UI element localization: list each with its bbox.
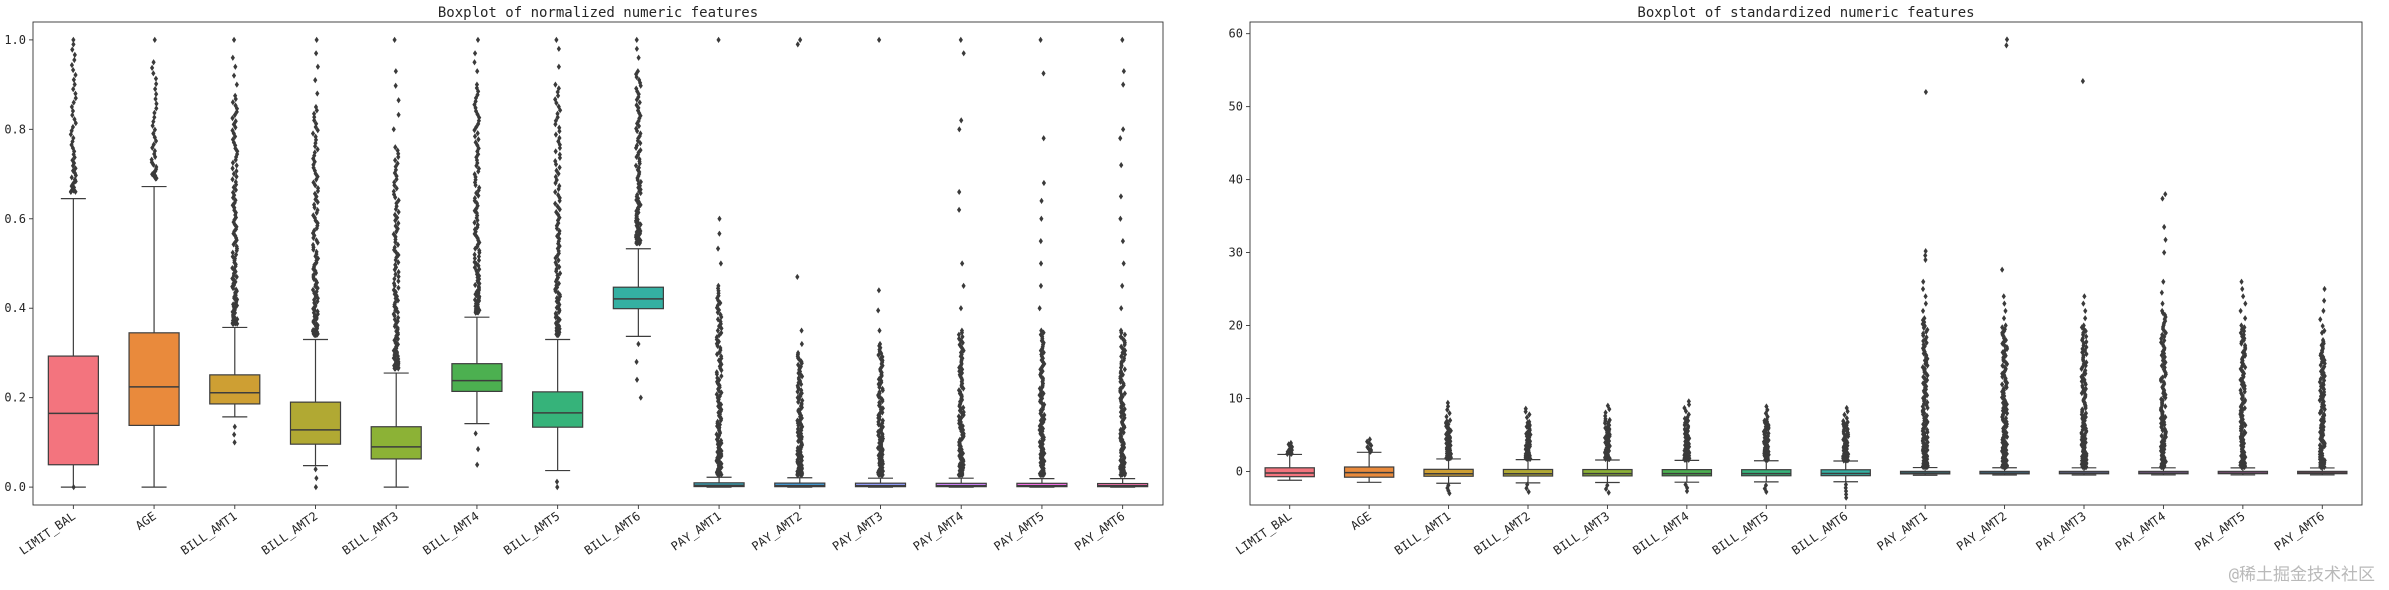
x-tick-label: PAY_AMT3 [830,509,885,554]
right-chart-title: Boxplot of standardized numeric features [1637,5,1975,21]
x-tick-label: PAY_AMT6 [2272,509,2327,554]
axes-1: 0 10 20 30 40 50 60 LIMIT_BAL AGE BILL_AMT1 BILL_A… [1229,21,2363,558]
left-chart-title: Boxplot of normalized numeric features [437,5,759,21]
x-tick-label: PAY_AMT1 [1874,509,1929,554]
chart-1: 0 10 20 30 40 50 60 LIMIT_BAL AGE BILL_AMT1 BILL_A… [1229,21,2363,558]
box-BILL_AMT6 [1820,404,1871,501]
box-BILL_AMT3 [1582,402,1633,496]
x-tick-label: PAY_AMT3 [2033,509,2088,554]
y-tick-label: 10 [1229,391,1243,405]
chart-0: 0.0 0.2 0.4 0.6 0.8 1.0 LIMIT_BAL AGE BILL_AMT1 B… [4,21,1164,558]
box-PAY_AMT2 [774,36,826,488]
box-PAY_AMT6 [2297,285,2348,476]
x-tick-label: BILL_AMT5 [1710,509,1771,558]
box-AGE [1343,436,1395,483]
y-tick-label: 40 [1229,173,1243,187]
y-tick-label: 0.8 [4,122,26,136]
box-PAY_AMT2 [1979,36,2030,476]
x-tick-label: PAY_AMT4 [911,509,966,554]
box-AGE [128,36,180,488]
box-BILL_AMT5 [532,36,584,491]
x-tick-label: BILL_AMT5 [501,509,562,558]
watermark: @稀土掘金技术社区 [2228,565,2375,585]
box-PAY_AMT5 [2217,278,2269,476]
box-PAY_AMT3 [854,36,907,488]
box-PAY_AMT4 [935,36,987,488]
box-PAY_AMT1 [693,36,745,488]
x-tick-label: PAY_AMT2 [1954,509,2009,554]
y-tick-label: 30 [1229,246,1243,260]
x-tick-label: BILL_AMT4 [420,509,481,558]
y-tick-label: 60 [1229,27,1243,41]
box-BILL_AMT3 [370,36,422,488]
box-PAY_AMT1 [1899,88,1951,476]
box-PAY_AMT4 [2138,191,2189,476]
x-tick-label: BILL_AMT1 [1392,509,1453,558]
y-tick-label: 0.4 [4,301,26,315]
x-tick-label: BILL_AMT3 [1551,509,1612,558]
x-tick-label: AGE [1348,509,1374,533]
y-tick-label: 0.2 [4,391,26,405]
box-BILL_AMT2 [1502,405,1554,495]
box-BILL_AMT4 [451,36,503,468]
y-tick-label: 0.6 [4,212,26,226]
box-BILL_AMT1 [1423,399,1474,497]
x-tick-label: BILL_AMT2 [259,509,320,558]
box-BILL_AMT6 [612,36,664,401]
x-tick-label: PAY_AMT2 [749,509,804,554]
x-tick-label: BILL_AMT6 [1789,509,1850,558]
x-tick-label: LIMIT_BAL [17,509,78,558]
x-tick-label: PAY_AMT5 [991,509,1046,554]
x-tick-label: PAY_AMT5 [2192,509,2247,554]
x-tick-label: PAY_AMT1 [668,509,723,554]
box-PAY_AMT6 [1097,36,1149,488]
x-tick-label: BILL_AMT4 [1630,509,1691,558]
y-tick-label: 50 [1229,100,1243,114]
box-PAY_AMT5 [1016,36,1068,488]
x-tick-label: PAY_AMT4 [2113,509,2168,554]
box-LIMIT_BAL [47,36,99,491]
box-BILL_AMT4 [1661,398,1713,495]
y-tick-label: 1.0 [4,33,26,47]
axes-0: 0.0 0.2 0.4 0.6 0.8 1.0 LIMIT_BAL AGE BILL_AMT1 B… [4,21,1164,558]
box-LIMIT_BAL [1264,439,1315,481]
box-BILL_AMT1 [209,36,261,446]
x-tick-label: AGE [133,509,159,533]
y-tick-label: 20 [1229,319,1243,333]
x-tick-label: BILL_AMT1 [178,509,239,558]
x-tick-label: PAY_AMT6 [1072,509,1127,554]
box-BILL_AMT5 [1741,403,1792,495]
x-tick-label: BILL_AMT6 [582,509,643,558]
x-tick-label: BILL_AMT2 [1471,509,1532,558]
box-BILL_AMT2 [289,36,342,491]
x-tick-label: BILL_AMT3 [340,509,401,558]
x-tick-label: LIMIT_BAL [1233,509,1294,558]
y-tick-label: 0 [1236,464,1243,478]
box-PAY_AMT3 [2058,77,2110,476]
y-tick-label: 0.0 [4,480,26,494]
